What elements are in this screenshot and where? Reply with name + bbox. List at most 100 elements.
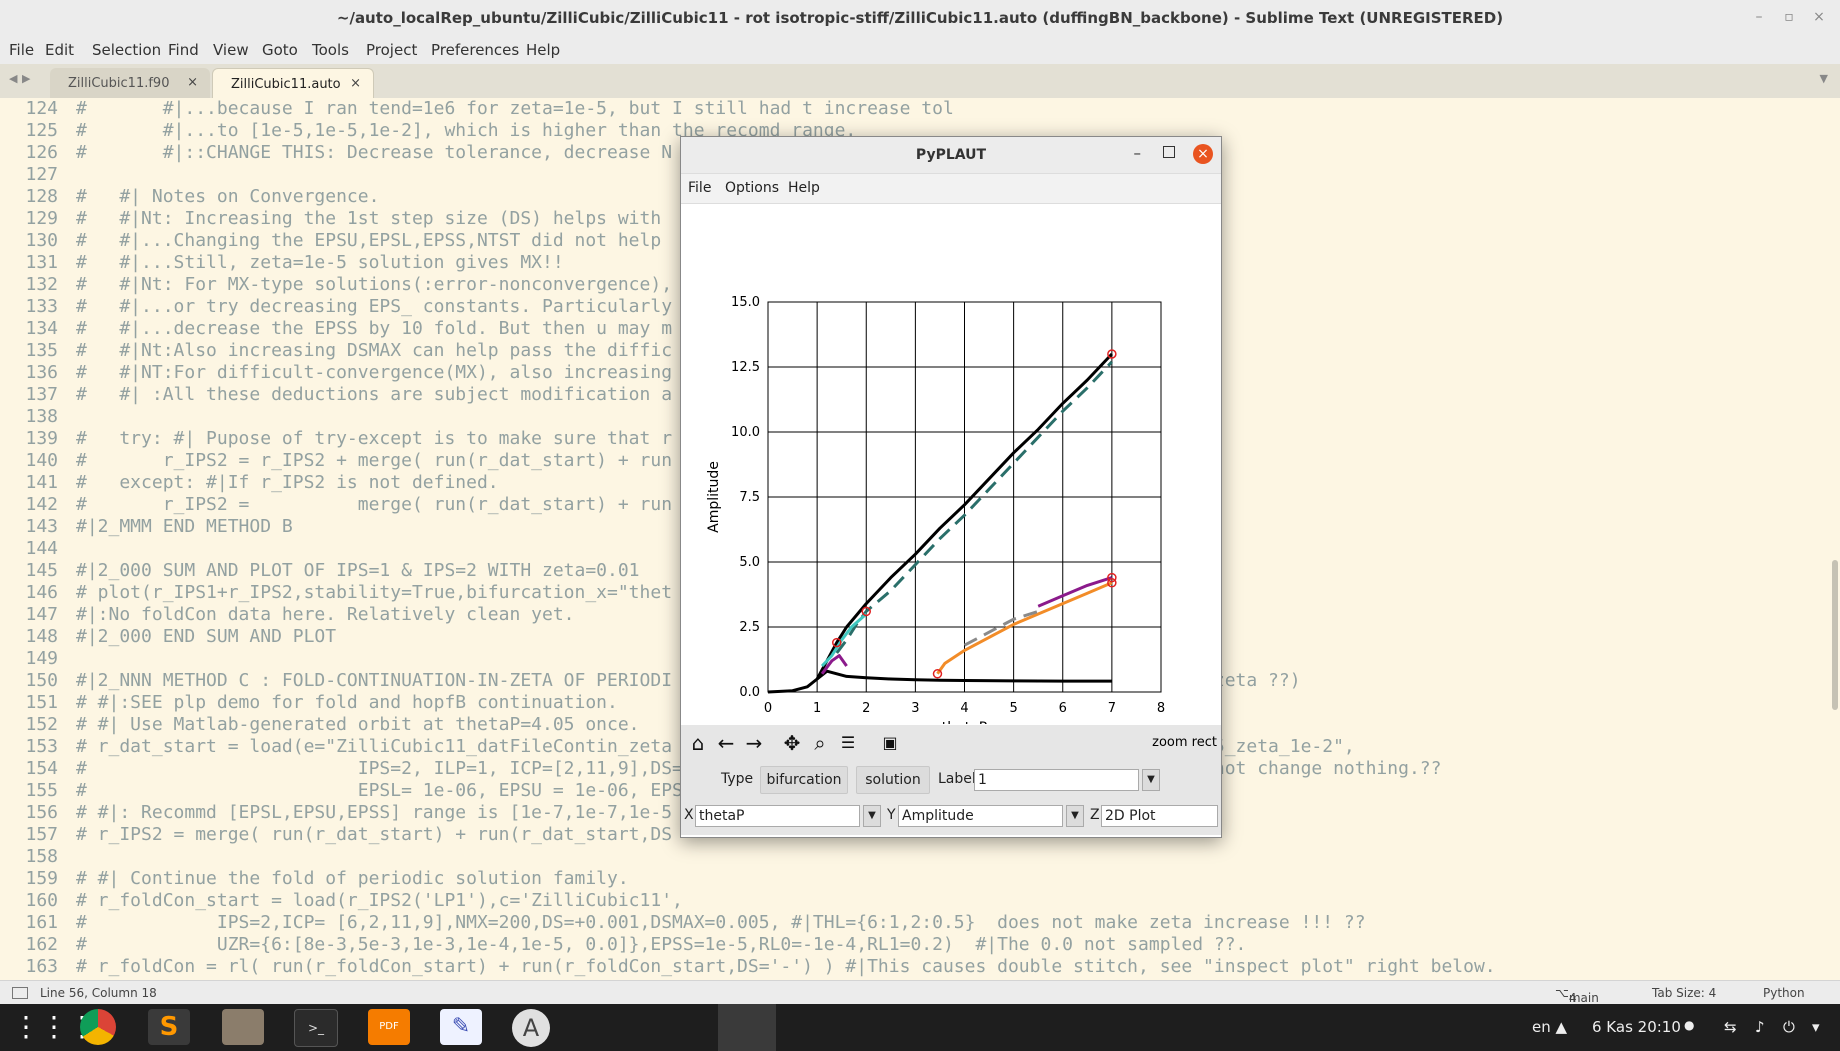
- pyplaut-menu-file[interactable]: File: [688, 180, 712, 196]
- power-icon[interactable]: ⏻: [1783, 1018, 1795, 1036]
- tab-zillicubic11-auto[interactable]: ZilliCubic11.auto ×: [212, 68, 374, 99]
- bifurcation-button[interactable]: bifurcation: [760, 766, 848, 794]
- code-line[interactable]: # #|NT:For difficult-convergence(MX), al…: [76, 362, 673, 383]
- code-line[interactable]: # try: #| Pupose of try-except is to mak…: [76, 428, 673, 449]
- zoom-icon[interactable]: ⌕: [814, 731, 826, 755]
- code-line[interactable]: # #|:SEE plp demo for fold and hopfB con…: [76, 692, 618, 713]
- close-tab-icon[interactable]: ×: [350, 76, 361, 91]
- menu-edit[interactable]: Edit: [45, 41, 75, 59]
- pyplaut-minimize-icon[interactable]: –: [1133, 144, 1142, 162]
- home-icon[interactable]: ⌂: [691, 731, 705, 755]
- code-line[interactable]: #|2_MMM END METHOD B: [76, 516, 293, 537]
- label-dropdown-icon[interactable]: ▼: [1142, 769, 1160, 791]
- x-dropdown-icon[interactable]: ▼: [863, 805, 881, 827]
- x-field[interactable]: thetaP: [695, 805, 860, 827]
- git-branch[interactable]: ⌥ main 4: [1555, 986, 1599, 1005]
- code-line[interactable]: # #|Nt: Increasing the 1st step size (DS…: [76, 208, 662, 229]
- pyplaut-close-icon[interactable]: ×: [1193, 144, 1213, 164]
- code-line[interactable]: # IPS=2,ICP= [6,2,11,9],NMX=200,DS=+0.00…: [76, 912, 1366, 933]
- code-line[interactable]: # #| Notes on Convergence.: [76, 186, 380, 207]
- pdf-icon[interactable]: PDF: [368, 1009, 410, 1045]
- menu-goto[interactable]: Goto: [262, 41, 298, 59]
- y-dropdown-icon[interactable]: ▼: [1066, 805, 1084, 827]
- code-line[interactable]: # #|...Still, zeta=1e-5 solution gives M…: [76, 252, 564, 273]
- syntax-mode[interactable]: Python: [1763, 986, 1805, 1000]
- code-line[interactable]: # #|::CHANGE THIS: Decrease tolerance, d…: [76, 142, 673, 163]
- code-line[interactable]: # #|...or try decreasing EPS_ constants.…: [76, 296, 673, 317]
- files-icon[interactable]: [222, 1009, 264, 1045]
- menu-tools[interactable]: Tools: [312, 41, 349, 59]
- volume-icon[interactable]: ♪: [1755, 1018, 1765, 1036]
- update-manager-icon[interactable]: A: [512, 1009, 550, 1047]
- code-line[interactable]: # #|Nt: For MX-type solutions(:error-non…: [76, 274, 673, 295]
- editor-scrollbar[interactable]: [1832, 560, 1838, 710]
- pyplaut-menu-help[interactable]: Help: [788, 180, 820, 196]
- y-field[interactable]: Amplitude: [898, 805, 1063, 827]
- menu-selection[interactable]: Selection: [92, 41, 162, 59]
- clock[interactable]: 6 Kas 20:10: [1592, 1018, 1681, 1036]
- tab-zillicubic11-f90[interactable]: ZilliCubic11.f90 ×: [50, 68, 210, 98]
- panel-toggle-icon[interactable]: [12, 987, 28, 999]
- chrome-icon[interactable]: [80, 1009, 116, 1045]
- menu-find[interactable]: Find: [168, 41, 199, 59]
- plot-area[interactable]: 0 1 2 3 4 5 6 7 8 0.0 2.5 5.0 7.5 10.0 12.5 15.0 thetaP A…: [681, 204, 1221, 736]
- tab-nav-right-icon[interactable]: ▶: [22, 72, 31, 85]
- line-number: 124: [25, 98, 58, 119]
- code-line[interactable]: # r_IPS2 = merge( run(r_dat_start) + run: [76, 494, 673, 515]
- code-line[interactable]: #|:No foldCon data here. Relatively clea…: [76, 604, 575, 625]
- label-field[interactable]: 1: [974, 769, 1139, 791]
- forward-icon[interactable]: →: [745, 731, 763, 755]
- code-line[interactable]: # r_foldCon = rl( run(r_foldCon_start) +…: [76, 956, 1496, 977]
- code-line[interactable]: # #|: Recommd [EPSL,EPSU,EPSS] range is …: [76, 802, 673, 823]
- back-icon[interactable]: ←: [717, 731, 735, 755]
- code-line[interactable]: # #|...decrease the EPSS by 10 fold. But…: [76, 318, 673, 339]
- code-line[interactable]: # r_foldCon_start = load(r_IPS2('LP1'),c…: [76, 890, 683, 911]
- taskbar-active-app[interactable]: [718, 1004, 776, 1051]
- user-menu-icon[interactable]: ▾: [1812, 1018, 1820, 1036]
- code-line[interactable]: #|2_000 END SUM AND PLOT: [76, 626, 337, 647]
- menu-project[interactable]: Project: [366, 41, 418, 59]
- code-line[interactable]: # #|Nt:Also increasing DSMAX can help pa…: [76, 340, 673, 361]
- keyboard-layout[interactable]: en ▲: [1532, 1018, 1568, 1036]
- menu-preferences[interactable]: Preferences: [431, 41, 520, 59]
- solution-button[interactable]: solution: [856, 766, 930, 794]
- tab-nav-left-icon[interactable]: ◀: [9, 72, 18, 85]
- maximize-button[interactable]: ▫: [1784, 9, 1794, 25]
- menu-file[interactable]: File: [9, 41, 35, 59]
- code-line[interactable]: # EPSL= 1e-06, EPSU = 1e-06, EPSS: [76, 780, 694, 801]
- text-editor-icon[interactable]: ✎: [440, 1009, 482, 1045]
- code-line[interactable]: # except: #|If r_IPS2 is not defined.: [76, 472, 499, 493]
- code-line[interactable]: # plot(r_IPS1+r_IPS2,stability=True,bifu…: [76, 582, 673, 603]
- save-icon[interactable]: ▣: [882, 733, 898, 752]
- pyplaut-maximize-icon[interactable]: [1163, 146, 1175, 158]
- z-field[interactable]: 2D Plot: [1101, 805, 1218, 827]
- terminal-icon[interactable]: >_: [294, 1009, 338, 1047]
- code-line[interactable]: # #| :All these deductions are subject m…: [76, 384, 673, 405]
- pyplaut-menu-options[interactable]: Options: [725, 180, 780, 196]
- code-line[interactable]: # r_IPS2 = r_IPS2 + merge( run(r_dat_sta…: [76, 450, 673, 471]
- bifurcation-chart[interactable]: 0 1 2 3 4 5 6 7 8 0.0 2.5 5.0 7.5 10.0 12.5 15.0 thetaP A…: [681, 204, 1221, 736]
- menu-view[interactable]: View: [213, 41, 249, 59]
- code-line[interactable]: # #|...because I ran tend=1e6 for zeta=1…: [76, 98, 954, 119]
- network-icon[interactable]: ⇆: [1724, 1018, 1737, 1036]
- pan-icon[interactable]: ✥: [783, 731, 801, 755]
- notification-dot-icon[interactable]: ●: [1684, 1018, 1695, 1032]
- close-tab-icon[interactable]: ×: [187, 75, 198, 90]
- app-grid-icon[interactable]: ⋮⋮⋮: [12, 1010, 96, 1043]
- code-line[interactable]: # #|...to [1e-5,1e-5,1e-2], which is hig…: [76, 120, 857, 141]
- line-number: 140: [25, 450, 58, 471]
- code-line[interactable]: # UZR={6:[8e-3,5e-3,1e-3,1e-4,1e-5, 0.0]…: [76, 934, 1247, 955]
- code-line[interactable]: # #|...Changing the EPSU,EPSL,EPSS,NTST …: [76, 230, 662, 251]
- configure-subplots-icon[interactable]: ☰: [840, 733, 856, 752]
- menu-help[interactable]: Help: [526, 41, 561, 59]
- sublime-icon[interactable]: S: [148, 1009, 190, 1045]
- code-line[interactable]: # r_IPS2 = merge( run(r_dat_start) + run…: [76, 824, 673, 845]
- code-line[interactable]: # #| Use Matlab-generated orbit at theta…: [76, 714, 640, 735]
- code-line[interactable]: #|2_000 SUM AND PLOT OF IPS=1 & IPS=2 WI…: [76, 560, 640, 581]
- tab-overflow-icon[interactable]: ▼: [1819, 72, 1828, 85]
- tab-size[interactable]: Tab Size: 4: [1652, 986, 1717, 1000]
- close-button[interactable]: ×: [1813, 9, 1825, 25]
- code-line[interactable]: # #| Continue the fold of periodic solut…: [76, 868, 629, 889]
- minimize-button[interactable]: –: [1755, 9, 1763, 25]
